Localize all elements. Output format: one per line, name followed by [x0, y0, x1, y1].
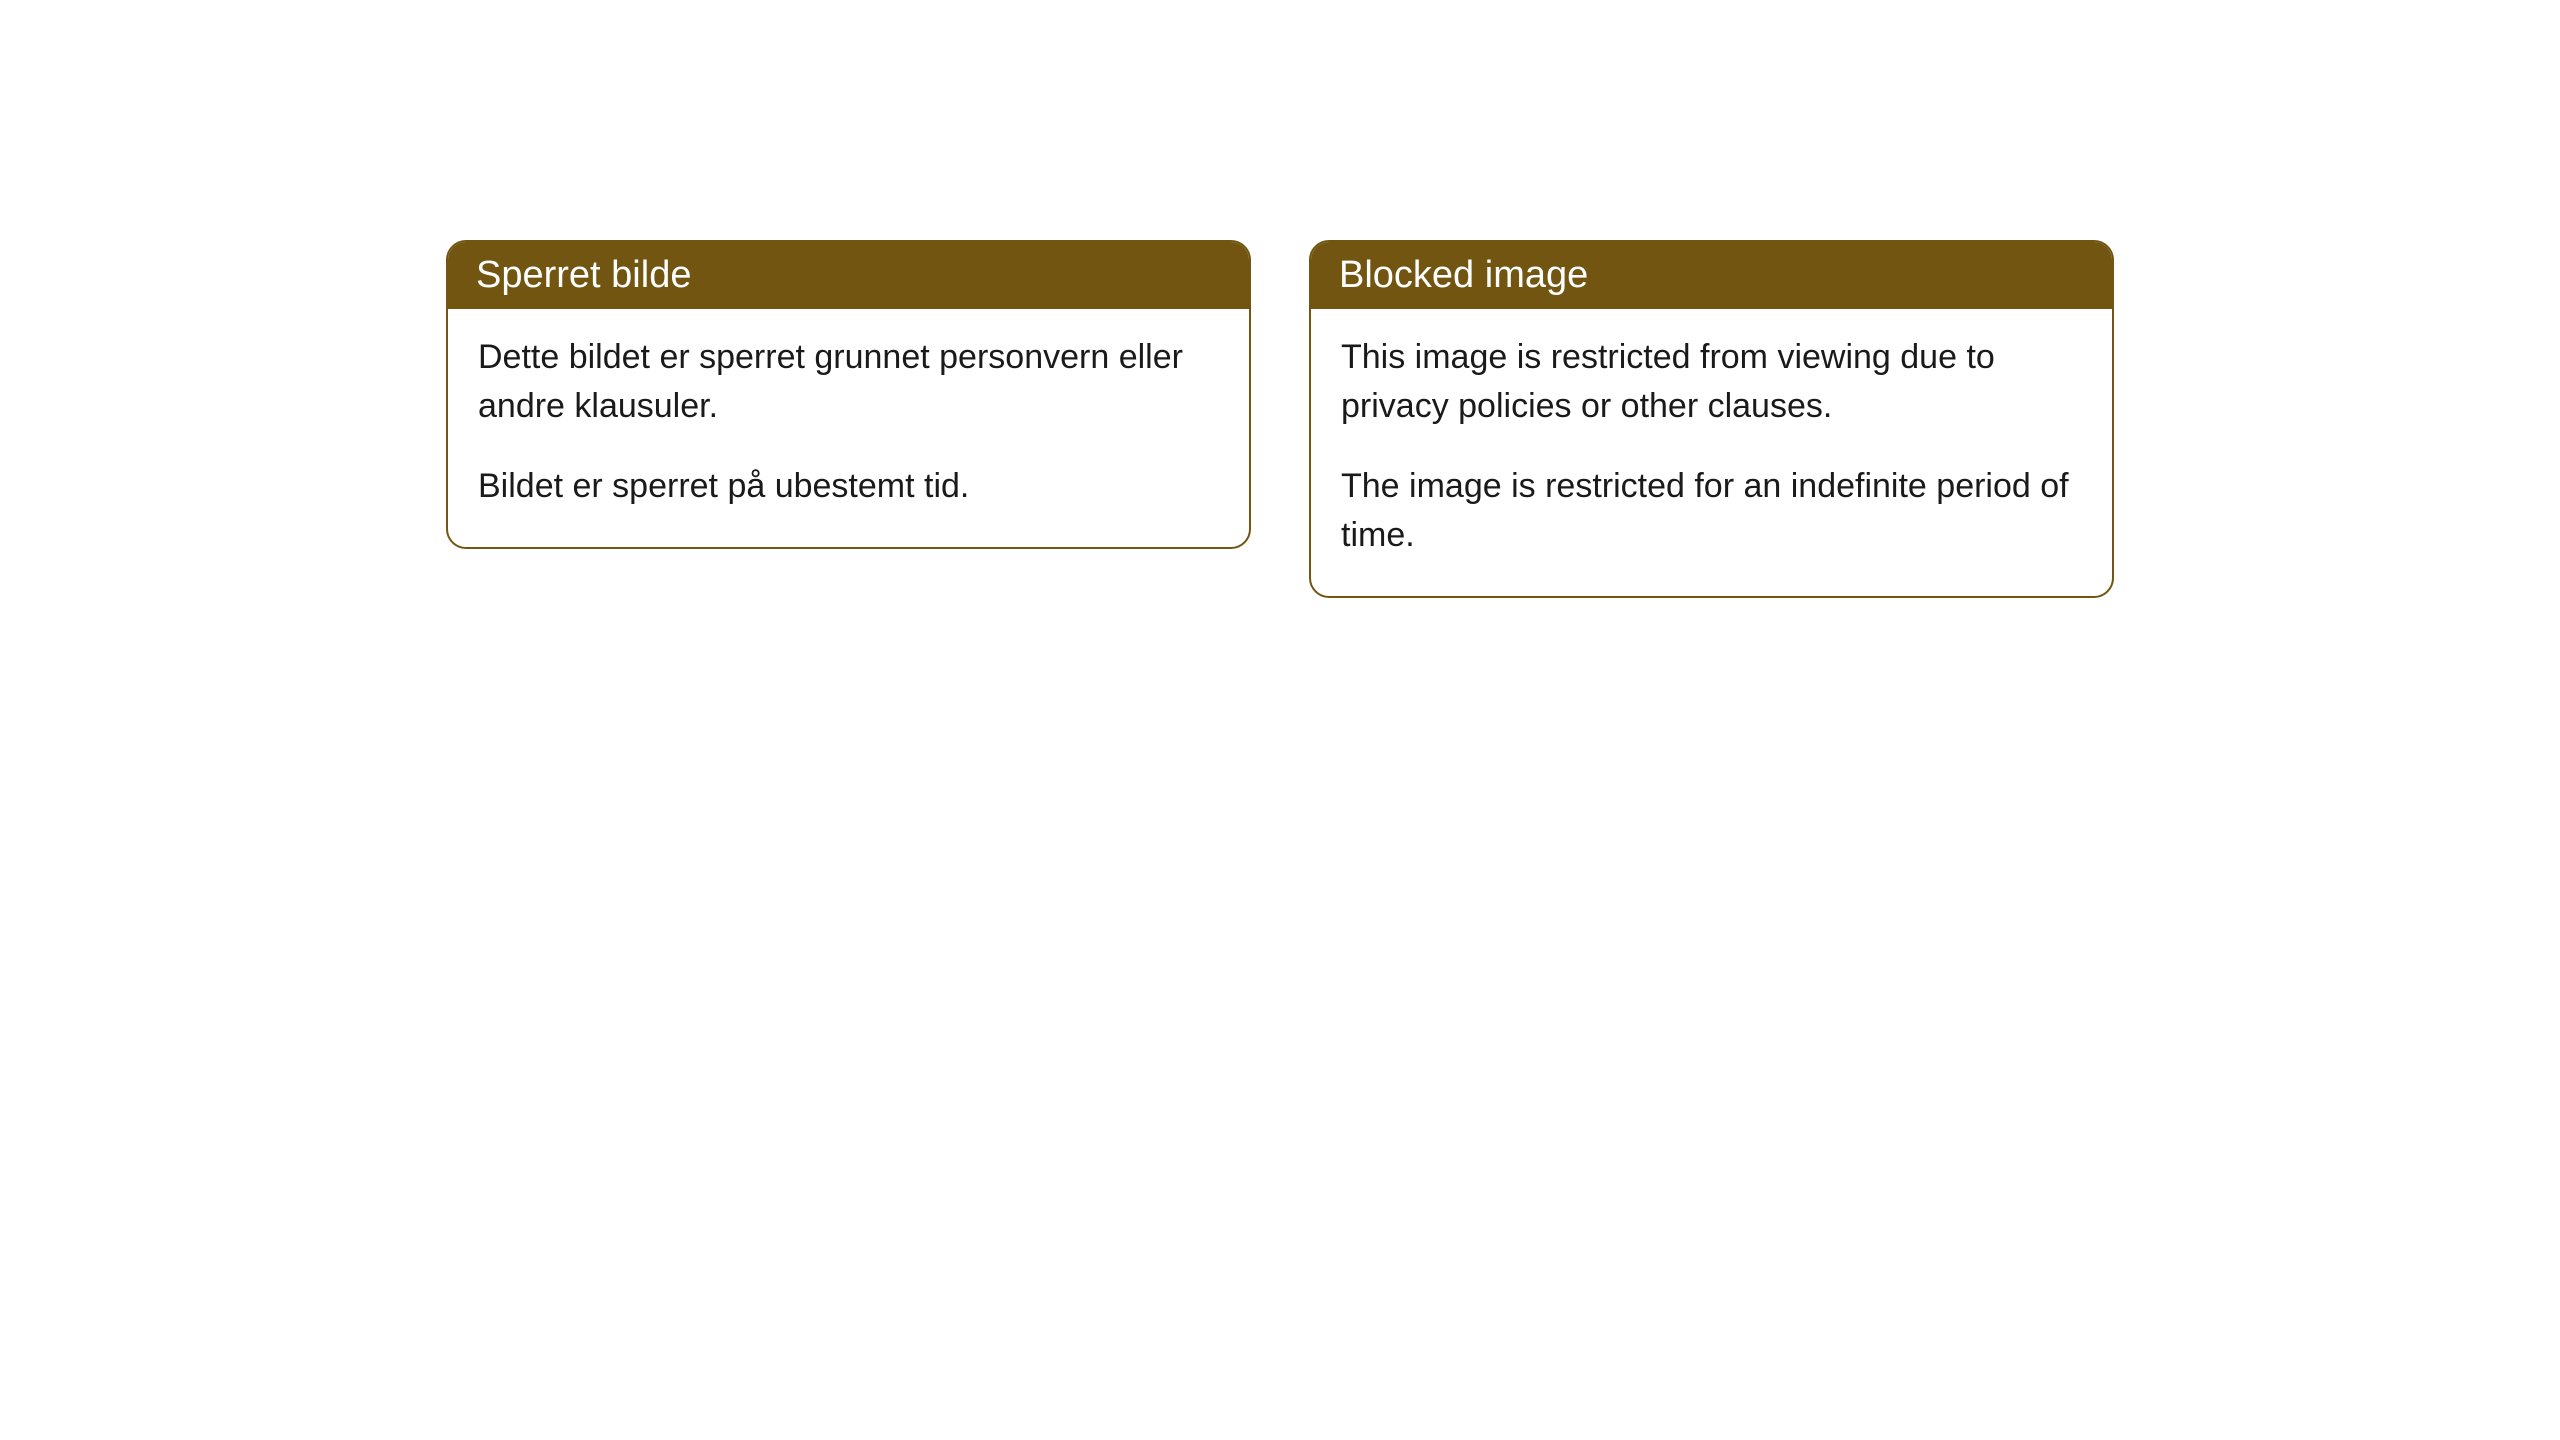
card-body-norwegian: Dette bildet er sperret grunnet personve… — [448, 309, 1249, 547]
blocked-image-card-norwegian: Sperret bilde Dette bildet er sperret gr… — [446, 240, 1251, 549]
blocked-image-card-english: Blocked image This image is restricted f… — [1309, 240, 2114, 598]
card-paragraph-1-norwegian: Dette bildet er sperret grunnet personve… — [478, 333, 1219, 432]
notice-cards-container: Sperret bilde Dette bildet er sperret gr… — [446, 240, 2114, 1440]
card-body-english: This image is restricted from viewing du… — [1311, 309, 2112, 596]
card-header-norwegian: Sperret bilde — [448, 242, 1249, 309]
card-paragraph-2-norwegian: Bildet er sperret på ubestemt tid. — [478, 462, 1219, 511]
card-paragraph-1-english: This image is restricted from viewing du… — [1341, 333, 2082, 432]
card-paragraph-2-english: The image is restricted for an indefinit… — [1341, 462, 2082, 561]
card-header-english: Blocked image — [1311, 242, 2112, 309]
